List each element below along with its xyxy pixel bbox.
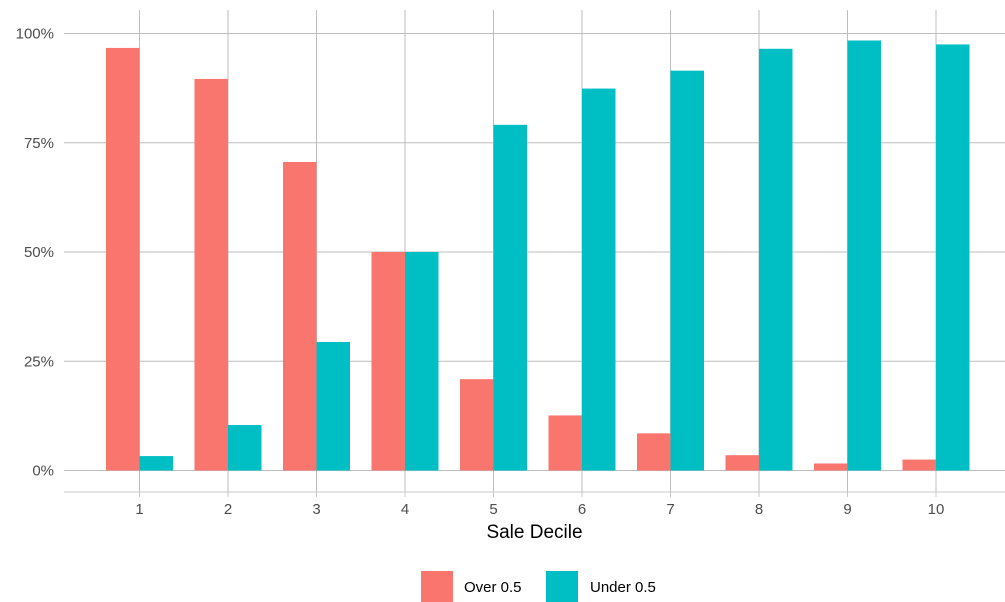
legend-label: Over 0.5: [464, 579, 522, 596]
y-tick-label: 75%: [24, 135, 54, 152]
bar-under-0-5-decile-4: [405, 252, 439, 471]
bar-under-0-5-decile-5: [493, 124, 527, 471]
bar-over-0-5-decile-4: [371, 252, 405, 471]
y-tick-label: 100%: [16, 26, 54, 43]
legend-swatch: [421, 571, 453, 602]
x-tick-label: 8: [755, 501, 763, 518]
axes: [64, 491, 1005, 497]
x-tick-labels: 1 2 3 4 5 6 7 8 9 10: [135, 501, 944, 518]
x-tick-label: 10: [928, 501, 945, 518]
y-tick-label: 25%: [24, 353, 54, 370]
x-tick-label: 4: [401, 501, 409, 518]
bar-over-0-5-decile-2: [194, 78, 228, 471]
bar-over-0-5-decile-3: [283, 161, 317, 471]
y-tick-labels: 0% 25% 50% 75% 100%: [16, 26, 54, 480]
legend-swatch: [546, 571, 578, 602]
bar-under-0-5-decile-3: [316, 342, 350, 471]
y-tick-label: 50%: [24, 244, 54, 261]
bar-over-0-5-decile-9: [814, 463, 848, 471]
bar-over-0-5-decile-7: [637, 433, 671, 471]
bar-over-0-5-decile-5: [460, 379, 494, 471]
x-tick-label: 9: [843, 501, 851, 518]
bar-over-0-5-decile-6: [548, 415, 582, 471]
bar-under-0-5-decile-8: [759, 48, 793, 471]
bar-over-0-5-decile-8: [725, 455, 759, 471]
x-tick-label: 2: [224, 501, 232, 518]
x-tick-label: 3: [312, 501, 320, 518]
bar-over-0-5-decile-10: [902, 459, 936, 471]
bar-over-0-5-decile-1: [106, 47, 140, 471]
bar-under-0-5-decile-9: [847, 40, 881, 471]
bar-under-0-5-decile-1: [139, 456, 173, 471]
bar-under-0-5-decile-2: [228, 425, 262, 471]
bars: [106, 40, 970, 471]
bar-under-0-5-decile-6: [582, 88, 616, 471]
x-tick-label: 5: [489, 501, 497, 518]
legend-label: Under 0.5: [590, 579, 656, 596]
x-axis-title: Sale Decile: [486, 522, 582, 543]
x-tick-label: 6: [578, 501, 586, 518]
x-tick-label: 1: [135, 501, 143, 518]
y-tick-label: 0%: [32, 463, 54, 480]
bar-under-0-5-decile-10: [936, 44, 970, 471]
x-tick-label: 7: [666, 501, 674, 518]
legend: Over 0.5 Under 0.5: [421, 571, 656, 602]
bar-under-0-5-decile-7: [670, 70, 704, 471]
